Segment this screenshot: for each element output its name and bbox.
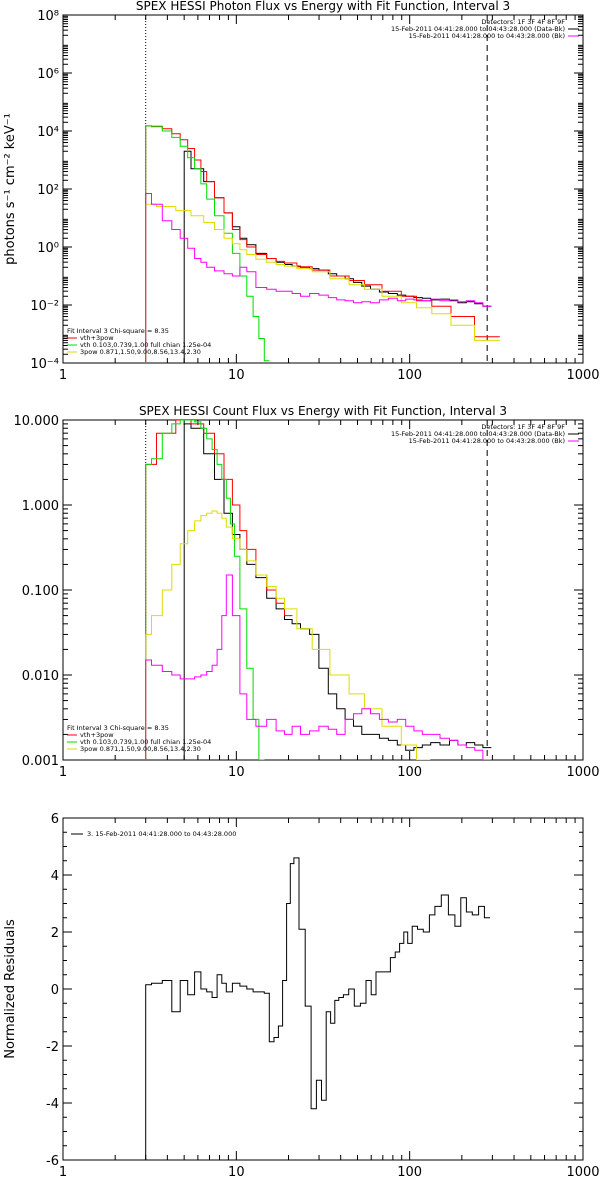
x-tick-label: 1000 bbox=[566, 368, 599, 383]
y-tick-label: 0 bbox=[51, 983, 59, 998]
legend-bottom-left-text: 3pow 0.871,1.50,9.00,8.56,13.4,2.30 bbox=[80, 745, 201, 753]
x-tick-label: 100 bbox=[397, 368, 422, 383]
chart-panel-3: 1 10 100 1000 -6 -4 -2 0 2 4 6 Normalized Residuals… bbox=[3, 812, 600, 1180]
legend-fit-info: Fit Interval 3 Chi-square = 8.35 bbox=[67, 724, 169, 732]
legend-top-right-text: 15-Feb-2011 04:41:28.000 to 04:43:28.000… bbox=[391, 430, 565, 438]
series-line-3pow bbox=[145, 203, 500, 363]
series-group bbox=[145, 857, 490, 1160]
plot-frame bbox=[62, 14, 584, 364]
y-tick-label: 1.000 bbox=[22, 499, 59, 514]
legend-bottom-left-text: vth 0.103,0.739,1.00 full chian 1.25e-04 bbox=[80, 738, 211, 746]
series-line-bk bbox=[145, 574, 492, 760]
series-line-3pow bbox=[145, 510, 431, 760]
y-tick-label: 10⁰ bbox=[37, 241, 59, 256]
y-tick-label: 10⁻⁴ bbox=[30, 357, 59, 372]
x-tick-label: 1 bbox=[59, 1165, 67, 1180]
plot-frame bbox=[62, 817, 584, 1161]
series-line-vth-3pow bbox=[145, 125, 500, 363]
legend-fit-info: Fit Interval 3 Chi-square = 8.35 bbox=[67, 327, 169, 335]
chart-title: SPEX HESSI Count Flux vs Energy with Fit… bbox=[139, 404, 507, 418]
y-tick-label: 4 bbox=[51, 869, 59, 884]
x-tick-label: 100 bbox=[397, 1165, 422, 1180]
y-tick-label: 0.001 bbox=[22, 754, 59, 769]
x-tick-label: 1 bbox=[59, 765, 67, 780]
x-tick-label: 1 bbox=[59, 368, 67, 383]
series-line-bk bbox=[145, 193, 492, 363]
series-group bbox=[145, 125, 500, 363]
x-tick-label: 10 bbox=[228, 1165, 245, 1180]
chart-panel-1: SPEX HESSI Photon Flux vs Energy with Fi… bbox=[3, 0, 600, 383]
series-group bbox=[145, 420, 492, 760]
y-tick-label: 6 bbox=[51, 812, 59, 827]
series-line-vth bbox=[145, 420, 265, 760]
y-tick-label: 2 bbox=[51, 926, 59, 941]
y-axis-label: Normalized Residuals bbox=[3, 919, 18, 1059]
x-tick-label: 100 bbox=[397, 765, 422, 780]
legend-bottom-left-text: vth+3pow bbox=[80, 334, 114, 342]
series-line-vth bbox=[145, 125, 270, 363]
y-tick-label: -2 bbox=[46, 1040, 59, 1055]
legend-top-right-text: 15-Feb-2011 04:41:28.000 to 04:43:28.000… bbox=[409, 32, 565, 40]
y-axis-label: photons s⁻¹ cm⁻² keV⁻¹ bbox=[3, 113, 18, 265]
y-tick-label: 10⁻² bbox=[30, 299, 59, 314]
x-tick-label: 10 bbox=[228, 765, 245, 780]
y-tick-label: -6 bbox=[46, 1154, 59, 1169]
y-tick-label: 10⁸ bbox=[37, 9, 59, 24]
legend-bottom-left-text: 3pow 0.871,1.50,9.00,8.56,13.4,2.30 bbox=[80, 348, 201, 356]
chart-title: SPEX HESSI Photon Flux vs Energy with Fi… bbox=[136, 0, 510, 13]
legend-top-right-text: 15-Feb-2011 04:41:28.000 to 04:43:28.000… bbox=[409, 437, 565, 445]
series-line-data-bk bbox=[183, 150, 492, 363]
y-tick-label: 10.000 bbox=[14, 414, 60, 429]
y-tick-label: 10² bbox=[37, 183, 59, 198]
legend-top-right-text: Detectors: 1F 3F 4F 8F 9F bbox=[481, 18, 565, 26]
x-tick-label: 1000 bbox=[566, 765, 599, 780]
legend-top-right-text: Detectors: 1F 3F 4F 8F 9F bbox=[481, 423, 565, 431]
y-tick-label: 10⁶ bbox=[37, 67, 59, 82]
legend-bottom-left-text: vth+3pow bbox=[80, 731, 114, 739]
series-line-residuals bbox=[145, 857, 490, 1160]
y-tick-label: -4 bbox=[46, 1097, 59, 1112]
y-tick-label: 0.010 bbox=[22, 669, 59, 684]
x-tick-label: 1000 bbox=[566, 1165, 599, 1180]
series-line-vth-3pow bbox=[145, 420, 293, 760]
legend-top-left-text: 3. 15-Feb-2011 04:41:28.000 to 04:43:28.… bbox=[87, 830, 236, 838]
series-line-data-bk bbox=[183, 423, 492, 760]
x-tick-label: 10 bbox=[228, 368, 245, 383]
legend-top-right-text: 15-Feb-2011 04:41:28.000 to 04:43:28.000… bbox=[391, 25, 565, 33]
plot-frame bbox=[62, 419, 584, 761]
y-tick-label: 0.100 bbox=[22, 584, 59, 599]
legend-bottom-left-text: vth 0.103,0.739,1.00 full chian 1.25e-04 bbox=[80, 341, 211, 349]
y-tick-label: 10⁴ bbox=[37, 125, 59, 140]
chart-panel-2: SPEX HESSI Count Flux vs Energy with Fit… bbox=[14, 404, 600, 780]
